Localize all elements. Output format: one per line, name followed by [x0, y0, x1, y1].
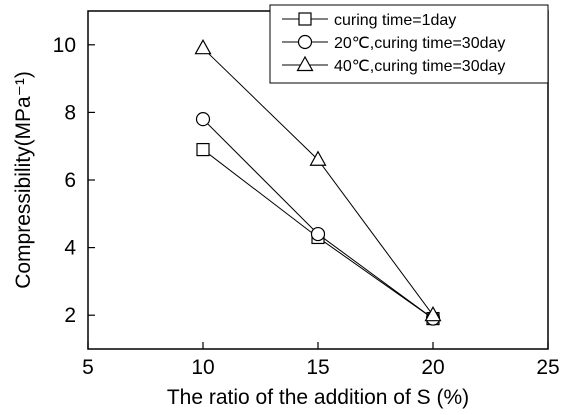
- y-tick-label: 10: [53, 34, 76, 57]
- data-point-circle: [310, 226, 326, 242]
- y-tick-label: 4: [64, 237, 76, 260]
- x-tick-label: 20: [421, 356, 444, 379]
- legend-label: 40℃,curing time=30day: [334, 58, 505, 75]
- legend-box: [269, 4, 549, 84]
- legend: curing time=1day 20℃,curing time=30day 40℃…: [269, 4, 549, 84]
- series-line-circle: [202, 118, 434, 319]
- legend-label: 20℃,curing time=30day: [334, 35, 505, 52]
- legend-label: curing time=1day: [334, 12, 456, 29]
- legend-marker-triangle-icon: [296, 55, 314, 72]
- y-tick-label: 2: [64, 304, 76, 327]
- ticks-layer: 5 10 15 20 25 2 4 6 8 10: [53, 34, 560, 379]
- data-point-triangle: [309, 150, 327, 166]
- series-markers: [194, 38, 442, 326]
- data-point-triangle: [424, 305, 442, 322]
- series-line-triangle: [202, 47, 434, 316]
- y-axis-title: Compressibility(MPa⁻¹): [12, 71, 35, 289]
- data-point-triangle: [194, 38, 212, 55]
- y-tick-label: 6: [64, 169, 76, 192]
- x-tick-label: 15: [306, 356, 329, 379]
- series-lines: [202, 47, 434, 319]
- x-axis-title: The ratio of the addition of S (%): [167, 386, 469, 409]
- x-tick-label: 5: [82, 356, 94, 379]
- data-point-square: [196, 142, 210, 157]
- x-tick-label: 10: [191, 356, 214, 379]
- data-point-circle: [195, 112, 211, 127]
- x-tick-label: 25: [536, 356, 559, 379]
- legend-marker-square-icon: [298, 12, 312, 26]
- legend-marker-circle-icon: [297, 34, 313, 50]
- y-tick-label: 8: [64, 101, 76, 124]
- legend-entries: curing time=1day 20℃,curing time=30day 40℃…: [282, 12, 505, 75]
